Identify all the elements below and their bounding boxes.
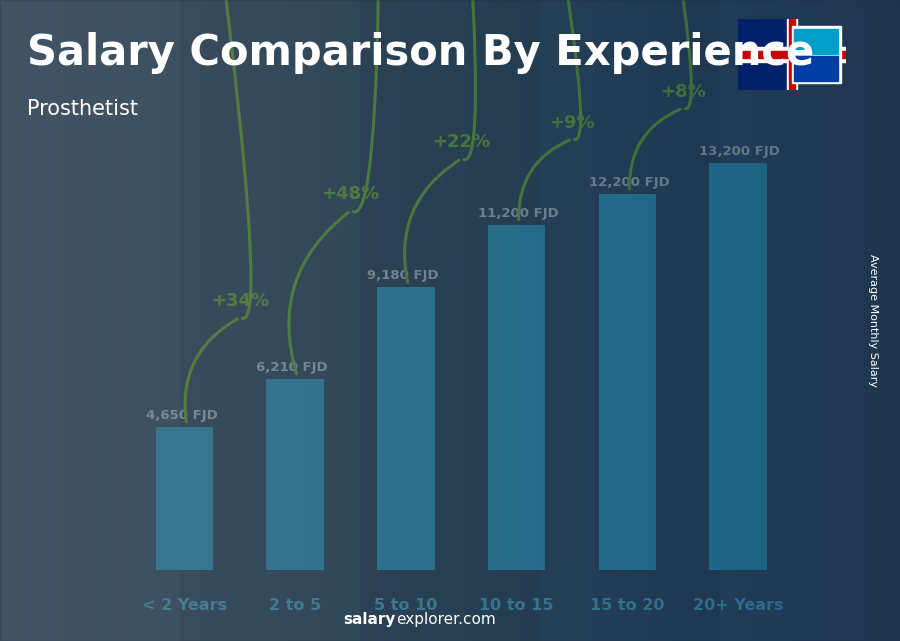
Text: Salary Comparison By Experience: Salary Comparison By Experience: [27, 32, 814, 74]
Bar: [738, 51, 846, 58]
Bar: [377, 287, 435, 570]
Text: Prosthetist: Prosthetist: [27, 99, 138, 119]
Bar: [738, 19, 792, 90]
Bar: [542, 225, 545, 570]
Bar: [598, 194, 656, 570]
Text: +8%: +8%: [660, 83, 706, 101]
Text: 2 to 5: 2 to 5: [269, 597, 321, 613]
Text: 6,210 FJD: 6,210 FJD: [256, 361, 328, 374]
Bar: [787, 19, 797, 90]
Text: Average Monthly Salary: Average Monthly Salary: [868, 254, 878, 387]
Bar: [792, 26, 841, 83]
Text: 15 to 20: 15 to 20: [590, 597, 664, 613]
Text: +22%: +22%: [432, 133, 491, 151]
Bar: [156, 427, 213, 570]
Bar: [652, 194, 656, 570]
Text: 9,180 FJD: 9,180 FJD: [367, 269, 439, 283]
Bar: [266, 379, 324, 570]
Bar: [794, 29, 839, 54]
Bar: [377, 287, 435, 570]
Bar: [738, 47, 846, 62]
Bar: [209, 427, 213, 570]
Bar: [794, 56, 839, 81]
Text: 4,650 FJD: 4,650 FJD: [146, 409, 218, 422]
Text: 12,200 FJD: 12,200 FJD: [589, 176, 670, 189]
Text: +48%: +48%: [321, 185, 380, 203]
Bar: [709, 163, 767, 570]
Text: 5 to 10: 5 to 10: [374, 597, 437, 613]
Text: 10 to 15: 10 to 15: [480, 597, 554, 613]
Text: explorer.com: explorer.com: [396, 612, 496, 627]
Text: +9%: +9%: [549, 113, 595, 131]
Bar: [709, 163, 767, 570]
Text: +34%: +34%: [211, 292, 269, 310]
Text: < 2 Years: < 2 Years: [142, 597, 227, 613]
Text: 13,200 FJD: 13,200 FJD: [699, 146, 780, 158]
Bar: [598, 194, 656, 570]
Bar: [488, 225, 545, 570]
Bar: [266, 379, 324, 570]
Bar: [320, 379, 324, 570]
Bar: [430, 287, 435, 570]
Bar: [156, 427, 213, 570]
Text: 20+ Years: 20+ Years: [693, 597, 783, 613]
Bar: [788, 19, 796, 90]
Text: salary: salary: [344, 612, 396, 627]
Bar: [488, 225, 545, 570]
Text: 11,200 FJD: 11,200 FJD: [478, 207, 559, 220]
Bar: [763, 163, 767, 570]
